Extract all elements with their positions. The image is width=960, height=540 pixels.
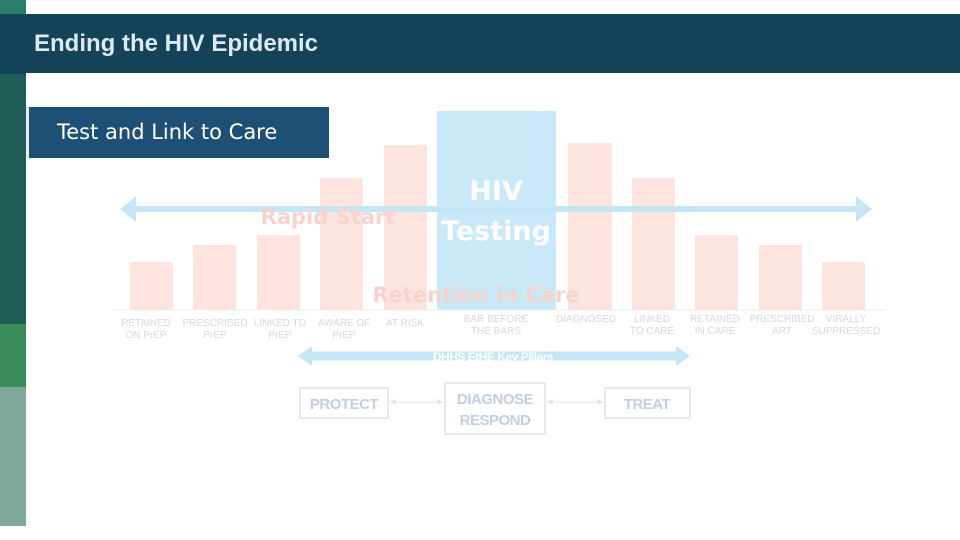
svg-text:RETAINED: RETAINED — [121, 318, 171, 329]
svg-text:VIRALLY: VIRALLY — [826, 314, 867, 325]
pillar-connector-left-head-a — [390, 399, 396, 405]
bar-at-risk — [384, 145, 427, 310]
svg-text:IN CARE: IN CARE — [695, 326, 736, 337]
svg-text:PrEP: PrEP — [268, 330, 292, 341]
page-title: Ending the HIV Epidemic — [34, 30, 319, 57]
key-pillars-arrow — [298, 346, 690, 366]
svg-text:DIAGNOSED: DIAGNOSED — [556, 314, 616, 325]
pillar-diagnose-label: DIAGNOSE — [457, 391, 534, 408]
svg-text:LINKED: LINKED — [634, 314, 670, 325]
svg-text:PrEP: PrEP — [203, 330, 227, 341]
highlight-label-testing: Testing — [441, 216, 551, 247]
bar-label-at-risk: AT RISK — [386, 318, 424, 329]
svg-text:LINKED TO: LINKED TO — [254, 318, 307, 329]
pillar-diagnose-respond-box — [444, 382, 546, 435]
side-strip-top — [0, 0, 26, 14]
section-chip: Test and Link to Care — [26, 107, 329, 158]
key-pillars-label: DHHS EtHE Key Pillars — [433, 350, 554, 364]
side-strip-sage — [0, 387, 26, 526]
bar-linked-to-prep — [257, 235, 300, 310]
svg-text:THE BARS: THE BARS — [471, 326, 521, 337]
bar-linked-to-care — [632, 178, 675, 310]
side-strip-green — [0, 324, 26, 387]
section-chip-label: Test and Link to Care — [57, 120, 278, 144]
pillar-respond-label: RESPOND — [460, 412, 531, 429]
bar-virally-suppressed — [822, 262, 865, 310]
header-bar: Ending the HIV Epidemic — [26, 14, 960, 73]
bar-aware-of-prep — [320, 178, 363, 310]
highlight-label-hiv: HIV — [469, 176, 523, 207]
side-strip-teal — [0, 74, 26, 324]
svg-text:ART: ART — [772, 326, 792, 337]
svg-text:BAR BEFORE: BAR BEFORE — [464, 314, 529, 325]
svg-text:RETAINED: RETAINED — [690, 314, 740, 325]
retention-label: Retention in Care — [372, 283, 579, 307]
rapid-start-arrow — [120, 196, 872, 222]
pillar-connector-left-head-b — [437, 399, 443, 405]
pillar-connector-right-head-b — [597, 399, 603, 405]
bar-retained-in-care — [695, 235, 738, 310]
svg-text:ON PrEP: ON PrEP — [125, 330, 166, 341]
svg-text:SUPPRESSED: SUPPRESSED — [812, 326, 880, 337]
svg-text:AT RISK: AT RISK — [386, 318, 424, 329]
pillar-protect-label: PROTECT — [310, 396, 379, 413]
bar-diagnosed — [568, 143, 612, 310]
bar-prescribed-prep — [193, 245, 236, 310]
pillar-protect-box — [299, 387, 389, 419]
bar-label-diagnosed: DIAGNOSED — [556, 314, 616, 325]
svg-text:PRESCRIBED: PRESCRIBED — [182, 318, 247, 329]
pillar-connector-right-head-a — [547, 399, 553, 405]
bar-retained-on-prep — [130, 262, 173, 310]
svg-text:AWARE OF: AWARE OF — [318, 318, 371, 329]
svg-text:TO CARE: TO CARE — [630, 326, 675, 337]
svg-text:PRESCRIBED: PRESCRIBED — [749, 314, 814, 325]
bar-prescribed-art — [759, 245, 802, 310]
svg-text:PrEP: PrEP — [332, 330, 356, 341]
rapid-start-label: Rapid Start — [261, 205, 396, 229]
pillar-treat-label: TREAT — [624, 396, 671, 413]
pillar-treat-box — [604, 387, 691, 419]
side-strip-dark — [0, 14, 26, 74]
